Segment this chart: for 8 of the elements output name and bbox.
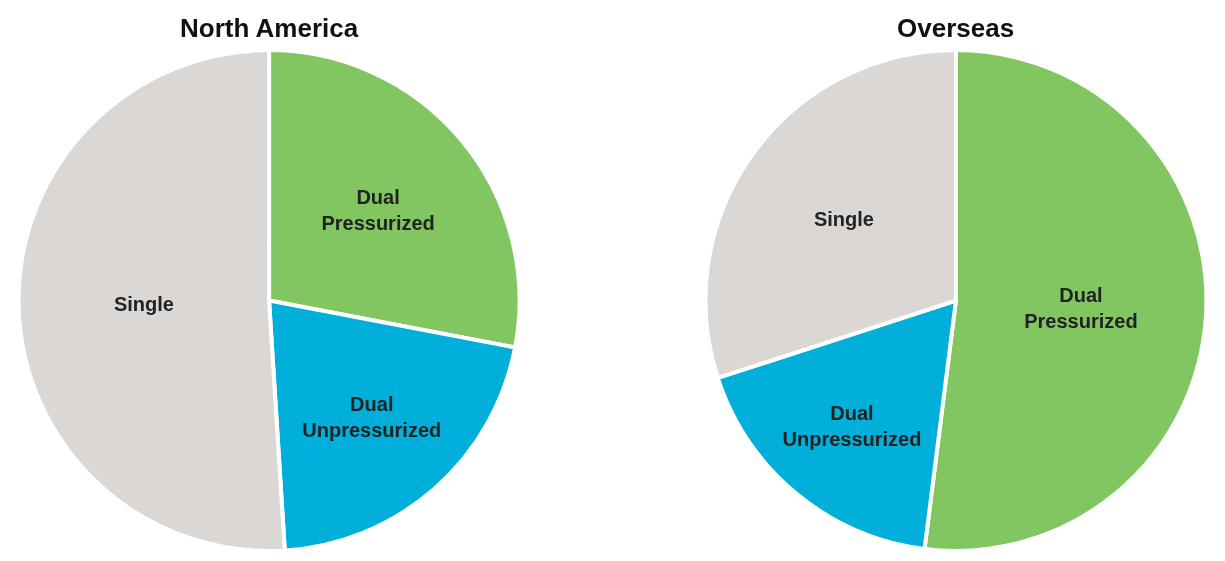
chart-title: North America [180, 13, 359, 43]
slice-label: Dual Pressurized [1024, 284, 1138, 333]
slice-label: Dual Unpressurized [302, 393, 442, 442]
slice-label: Single [813, 208, 874, 231]
slice-label: Dual Unpressurized [782, 402, 922, 451]
slice-label: Single [113, 293, 174, 316]
chart-title: Overseas [897, 13, 1015, 43]
slice-label: Dual Pressurized [321, 186, 435, 235]
